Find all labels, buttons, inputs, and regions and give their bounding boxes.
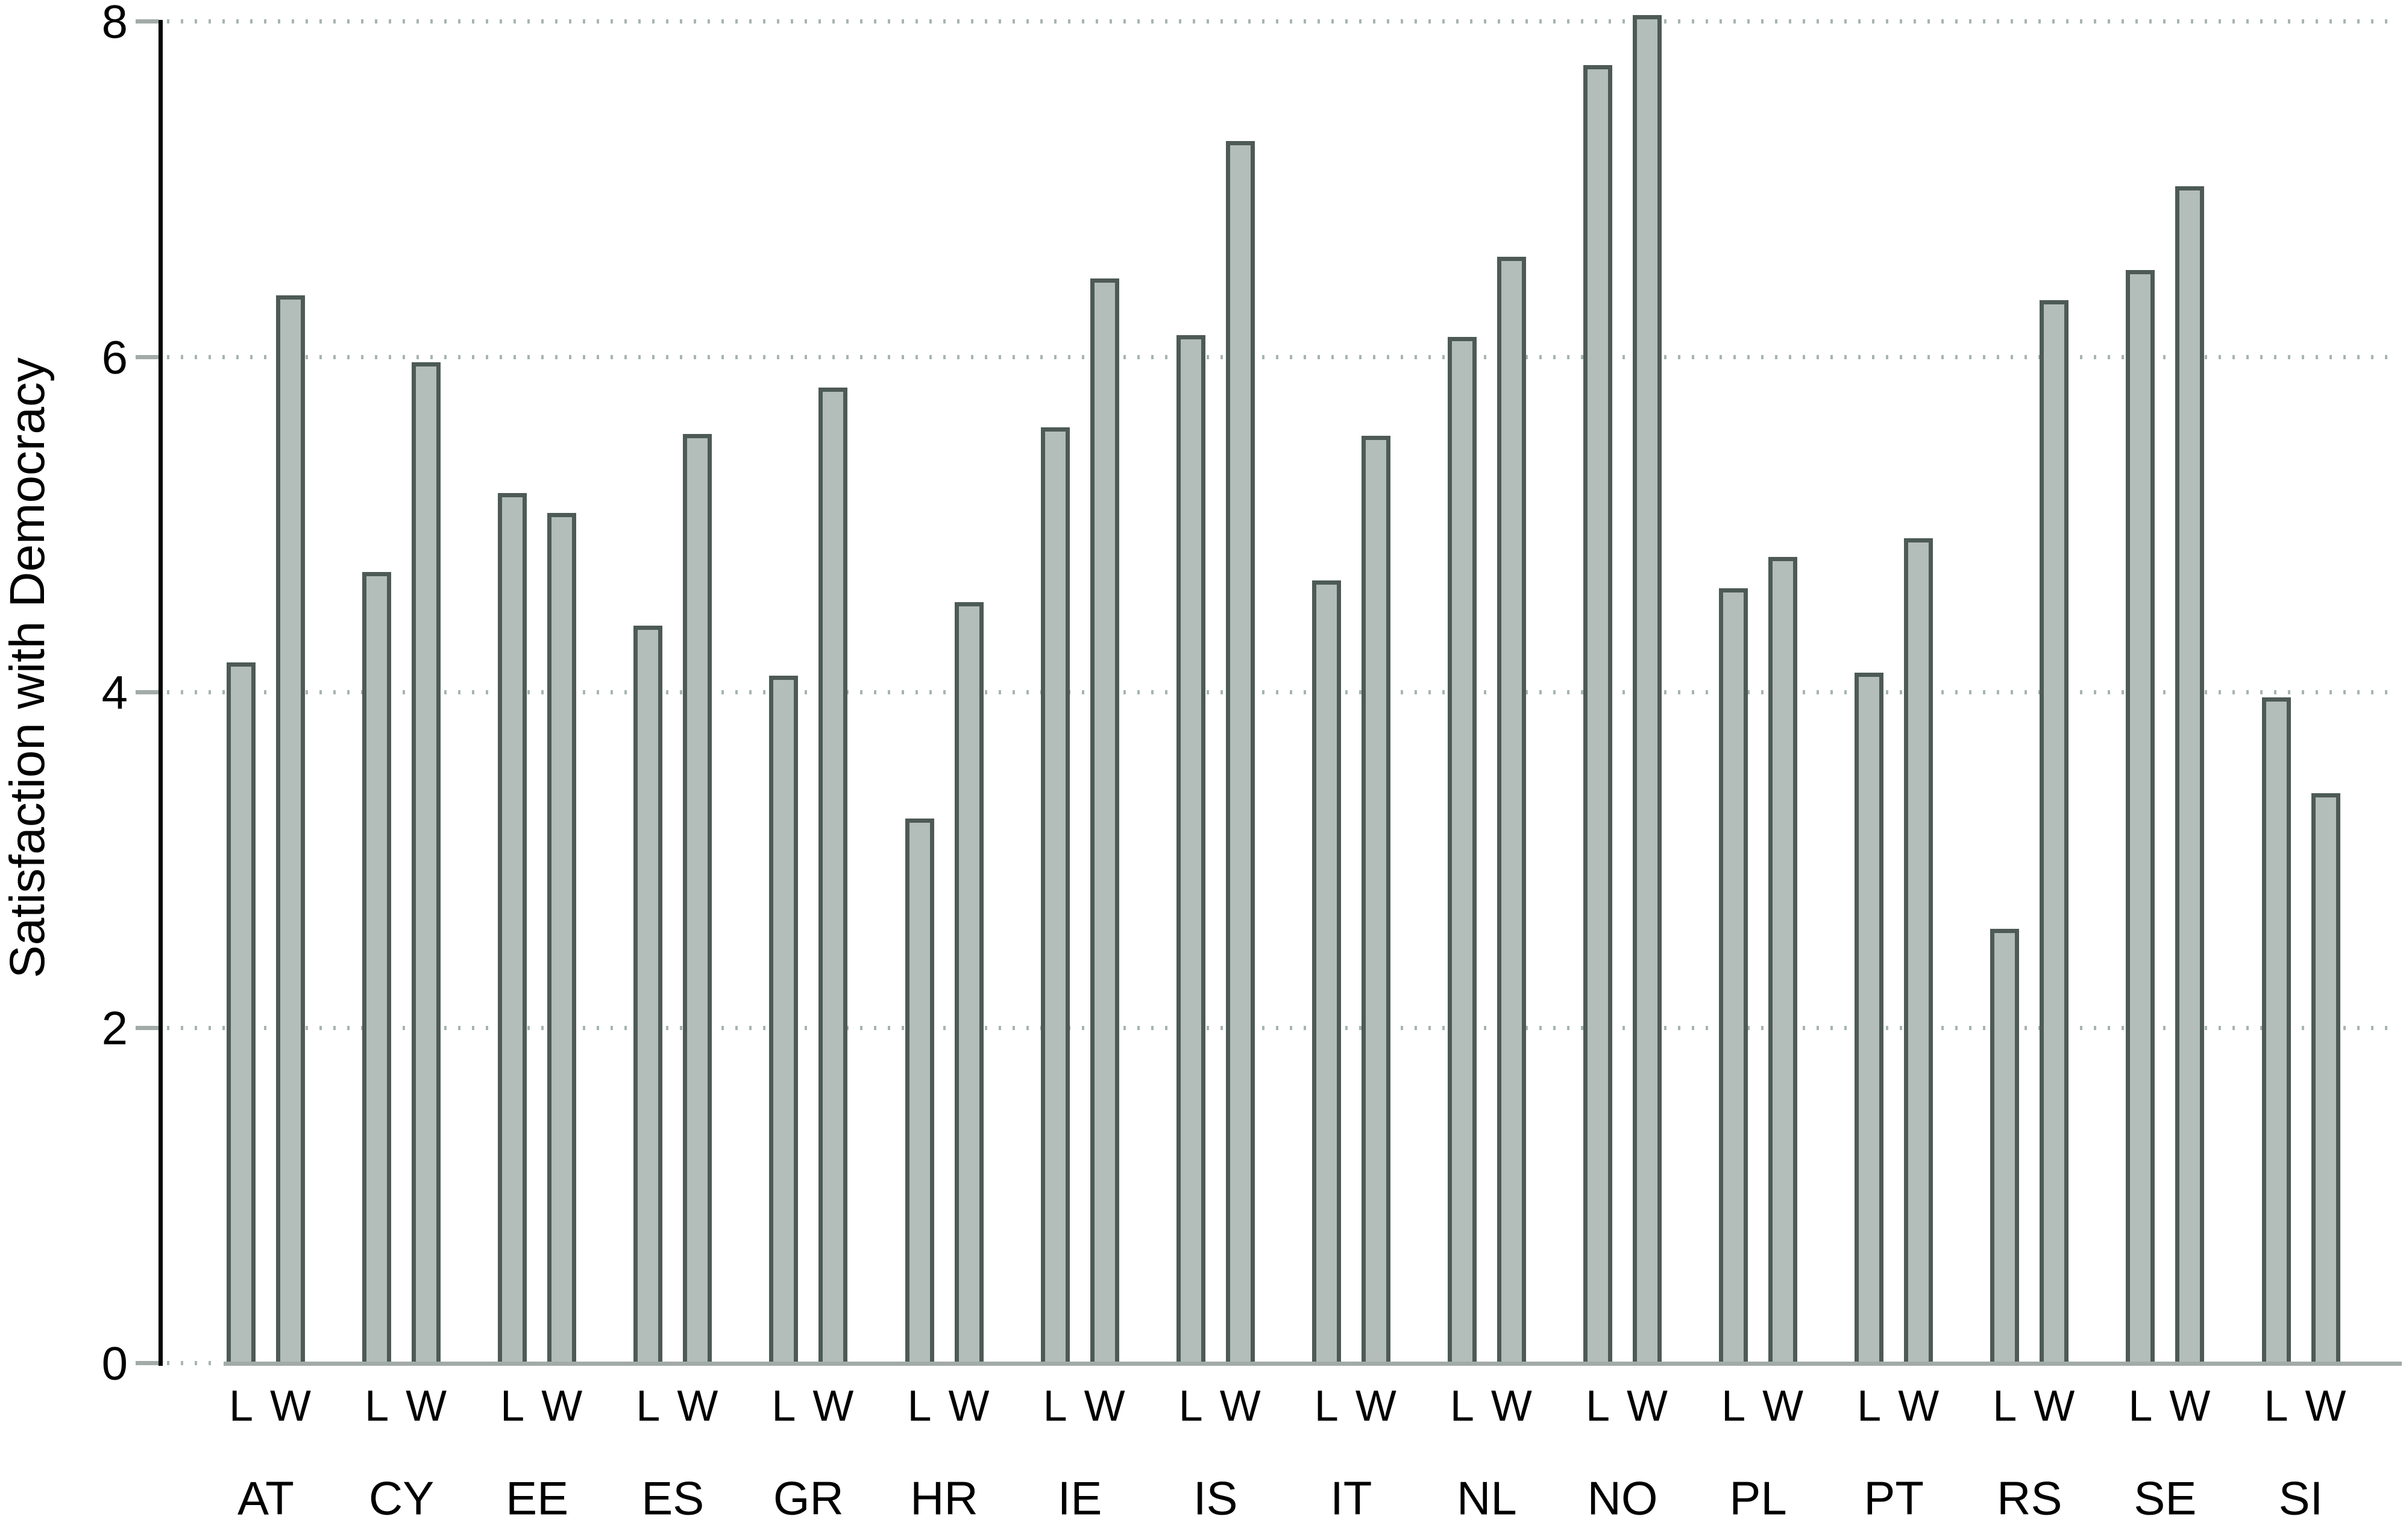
- bar-label-HR-W: W: [948, 1382, 990, 1430]
- bar-NL-L: [1447, 337, 1477, 1366]
- bar-label-NL-W: W: [1490, 1382, 1532, 1430]
- bar-label-ES-L: L: [636, 1382, 661, 1430]
- y-axis-line: [159, 20, 163, 1366]
- bar-AT-L: [227, 662, 256, 1366]
- category-label-RS: RS: [1997, 1471, 2062, 1525]
- category-label-NO: NO: [1587, 1471, 1658, 1525]
- gridline-y2: [167, 1025, 2396, 1030]
- category-label-PT: PT: [1864, 1471, 1924, 1525]
- bar-label-SI-W: W: [2305, 1382, 2346, 1430]
- bar-label-PT-W: W: [1898, 1382, 1940, 1430]
- bar-NO-L: [1583, 65, 1612, 1366]
- category-label-IE: IE: [1057, 1471, 1102, 1525]
- bar-SI-W: [2311, 793, 2340, 1366]
- category-label-SI: SI: [2278, 1471, 2323, 1525]
- bar-label-SI-L: L: [2264, 1382, 2288, 1430]
- bar-SE-W: [2175, 186, 2205, 1366]
- bar-label-NL-L: L: [1450, 1382, 1474, 1430]
- bar-label-NO-L: L: [1585, 1382, 1610, 1430]
- bar-EE-L: [498, 492, 527, 1366]
- bar-label-IE-L: L: [1043, 1382, 1067, 1430]
- category-label-HR: HR: [910, 1471, 978, 1525]
- category-label-ES: ES: [641, 1471, 705, 1525]
- bar-label-SE-W: W: [2169, 1382, 2211, 1430]
- bar-IT-W: [1361, 436, 1390, 1366]
- category-label-GR: GR: [773, 1471, 844, 1525]
- bar-NO-W: [1633, 14, 1662, 1366]
- bar-label-HR-L: L: [907, 1382, 932, 1430]
- y-tick-4: [136, 690, 159, 694]
- bar-CY-L: [362, 571, 392, 1366]
- y-tick-label-8: 8: [101, 0, 128, 48]
- bar-GR-W: [818, 387, 848, 1366]
- bar-ES-W: [683, 434, 712, 1366]
- bar-HR-L: [905, 818, 934, 1366]
- bar-RS-L: [1990, 929, 2020, 1366]
- bar-label-SE-L: L: [2128, 1382, 2153, 1430]
- bar-PT-W: [1904, 538, 1933, 1366]
- bar-label-NO-W: W: [1627, 1382, 1668, 1430]
- gridline-y8: [167, 19, 2396, 24]
- y-tick-label-4: 4: [101, 665, 128, 719]
- bar-label-PL-L: L: [1721, 1382, 1746, 1430]
- x-axis-line: [224, 1362, 2402, 1366]
- bar-label-RS-L: L: [1993, 1382, 2017, 1430]
- gridline-y6: [167, 354, 2396, 359]
- bar-PL-L: [1719, 588, 1748, 1366]
- bar-PT-L: [1855, 672, 1884, 1366]
- category-label-SE: SE: [2134, 1471, 2197, 1525]
- bar-label-ES-W: W: [677, 1382, 718, 1430]
- y-tick-0: [136, 1361, 159, 1365]
- y-tick-label-2: 2: [101, 1001, 128, 1054]
- bar-IE-W: [1090, 278, 1119, 1366]
- bar-label-IT-L: L: [1314, 1382, 1339, 1430]
- bar-label-IE-W: W: [1084, 1382, 1125, 1430]
- bar-HR-W: [954, 602, 984, 1366]
- y-tick-6: [136, 354, 159, 359]
- bar-IT-L: [1311, 580, 1341, 1366]
- bar-GR-L: [769, 676, 799, 1366]
- y-tick-2: [136, 1025, 159, 1030]
- bar-IE-L: [1040, 427, 1070, 1366]
- category-label-PL: PL: [1729, 1471, 1787, 1525]
- bar-ES-L: [633, 625, 663, 1366]
- bar-label-PT-L: L: [1857, 1382, 1882, 1430]
- bar-SE-L: [2126, 269, 2155, 1366]
- bar-label-IT-W: W: [1355, 1382, 1396, 1430]
- y-tick-label-6: 6: [101, 330, 128, 383]
- bar-IS-W: [1225, 140, 1255, 1366]
- category-label-IS: IS: [1193, 1471, 1238, 1525]
- bar-label-EE-L: L: [500, 1382, 525, 1430]
- bar-label-IS-L: L: [1178, 1382, 1203, 1430]
- bar-SI-L: [2261, 697, 2291, 1366]
- y-tick-label-0: 0: [101, 1336, 128, 1390]
- category-label-CY: CY: [368, 1471, 435, 1525]
- category-label-AT: AT: [237, 1471, 294, 1525]
- bar-NL-W: [1497, 256, 1526, 1366]
- bar-label-IS-W: W: [1219, 1382, 1261, 1430]
- gridline-y0: [167, 1361, 222, 1365]
- gridline-y4: [167, 690, 2396, 694]
- bar-EE-W: [547, 513, 577, 1366]
- bar-IS-L: [1176, 335, 1205, 1366]
- bar-CY-W: [412, 362, 441, 1366]
- y-tick-8: [136, 19, 159, 24]
- bar-label-RS-W: W: [2034, 1382, 2075, 1430]
- bar-label-AT-L: L: [228, 1382, 254, 1430]
- bar-label-GR-L: L: [771, 1382, 796, 1430]
- bar-label-CY-W: W: [406, 1382, 447, 1430]
- bar-label-CY-L: L: [365, 1382, 389, 1430]
- bar-label-EE-W: W: [541, 1382, 583, 1430]
- bar-label-PL-W: W: [1762, 1382, 1804, 1430]
- category-label-NL: NL: [1457, 1471, 1517, 1525]
- bar-RS-W: [2040, 300, 2069, 1366]
- bar-label-GR-W: W: [812, 1382, 854, 1430]
- bar-PL-W: [1768, 556, 1798, 1366]
- category-label-EE: EE: [506, 1471, 569, 1525]
- bar-label-AT-W: W: [270, 1382, 311, 1430]
- category-label-IT: IT: [1330, 1471, 1372, 1525]
- bar-AT-W: [276, 295, 305, 1366]
